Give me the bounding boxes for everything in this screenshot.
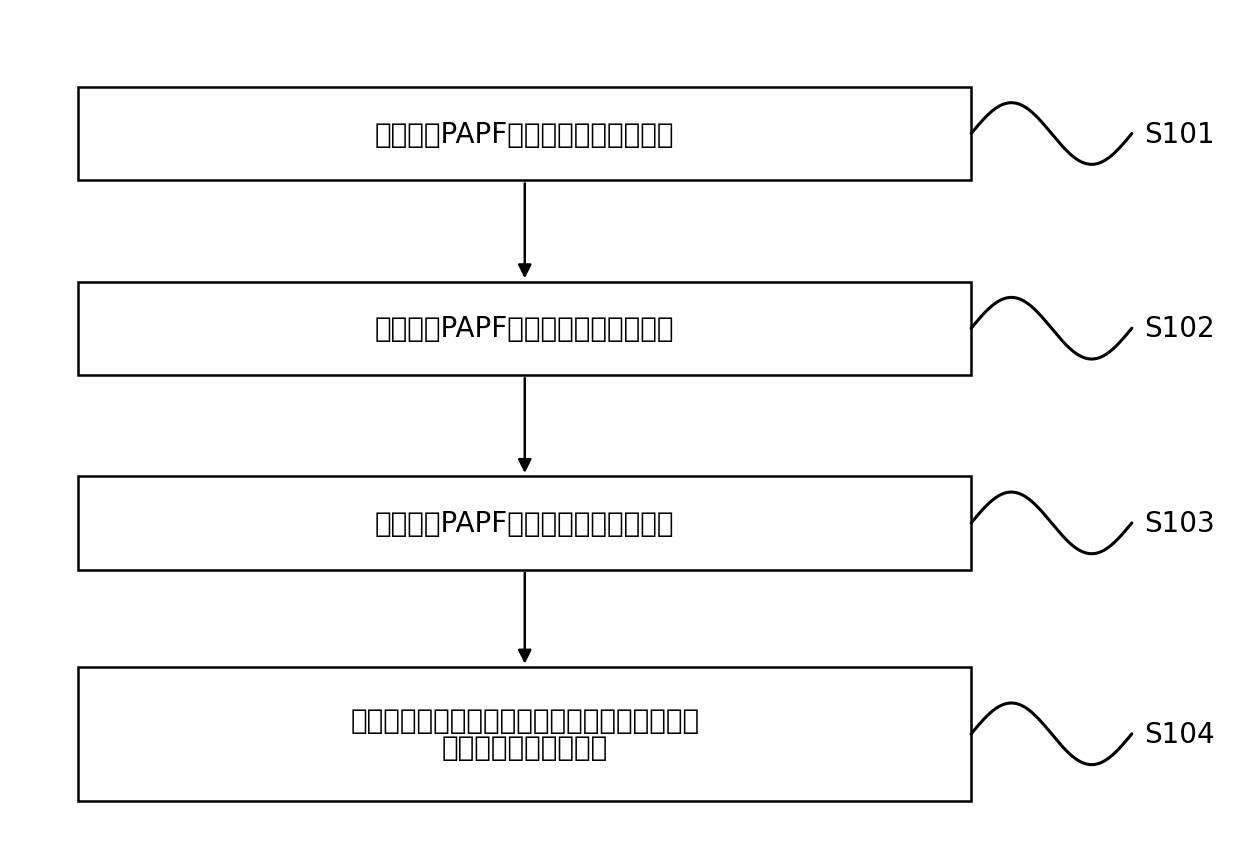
Text: 流侧电容的値进行建模: 流侧电容的値进行建模 — [441, 733, 608, 761]
FancyBboxPatch shape — [78, 282, 971, 376]
Text: S103: S103 — [1143, 509, 1214, 538]
Text: S104: S104 — [1143, 720, 1214, 748]
Text: 获取单相PAPF电路的直流侧电容的値: 获取单相PAPF电路的直流侧电容的値 — [374, 509, 675, 538]
Text: S101: S101 — [1143, 121, 1214, 149]
Text: S102: S102 — [1143, 315, 1214, 343]
FancyBboxPatch shape — [78, 88, 971, 181]
FancyBboxPatch shape — [78, 667, 971, 801]
Text: 获取单相PAPF电路的直流侧电压的値: 获取单相PAPF电路的直流侧电压的値 — [374, 121, 675, 149]
FancyBboxPatch shape — [78, 477, 971, 570]
Text: 获取单相PAPF电路的交流侧电感的値: 获取单相PAPF电路的交流侧电感的値 — [374, 315, 675, 343]
Text: 基于上述直流侧电压的値、交流侧电感的値和直: 基于上述直流侧电压的値、交流侧电感的値和直 — [350, 706, 699, 734]
